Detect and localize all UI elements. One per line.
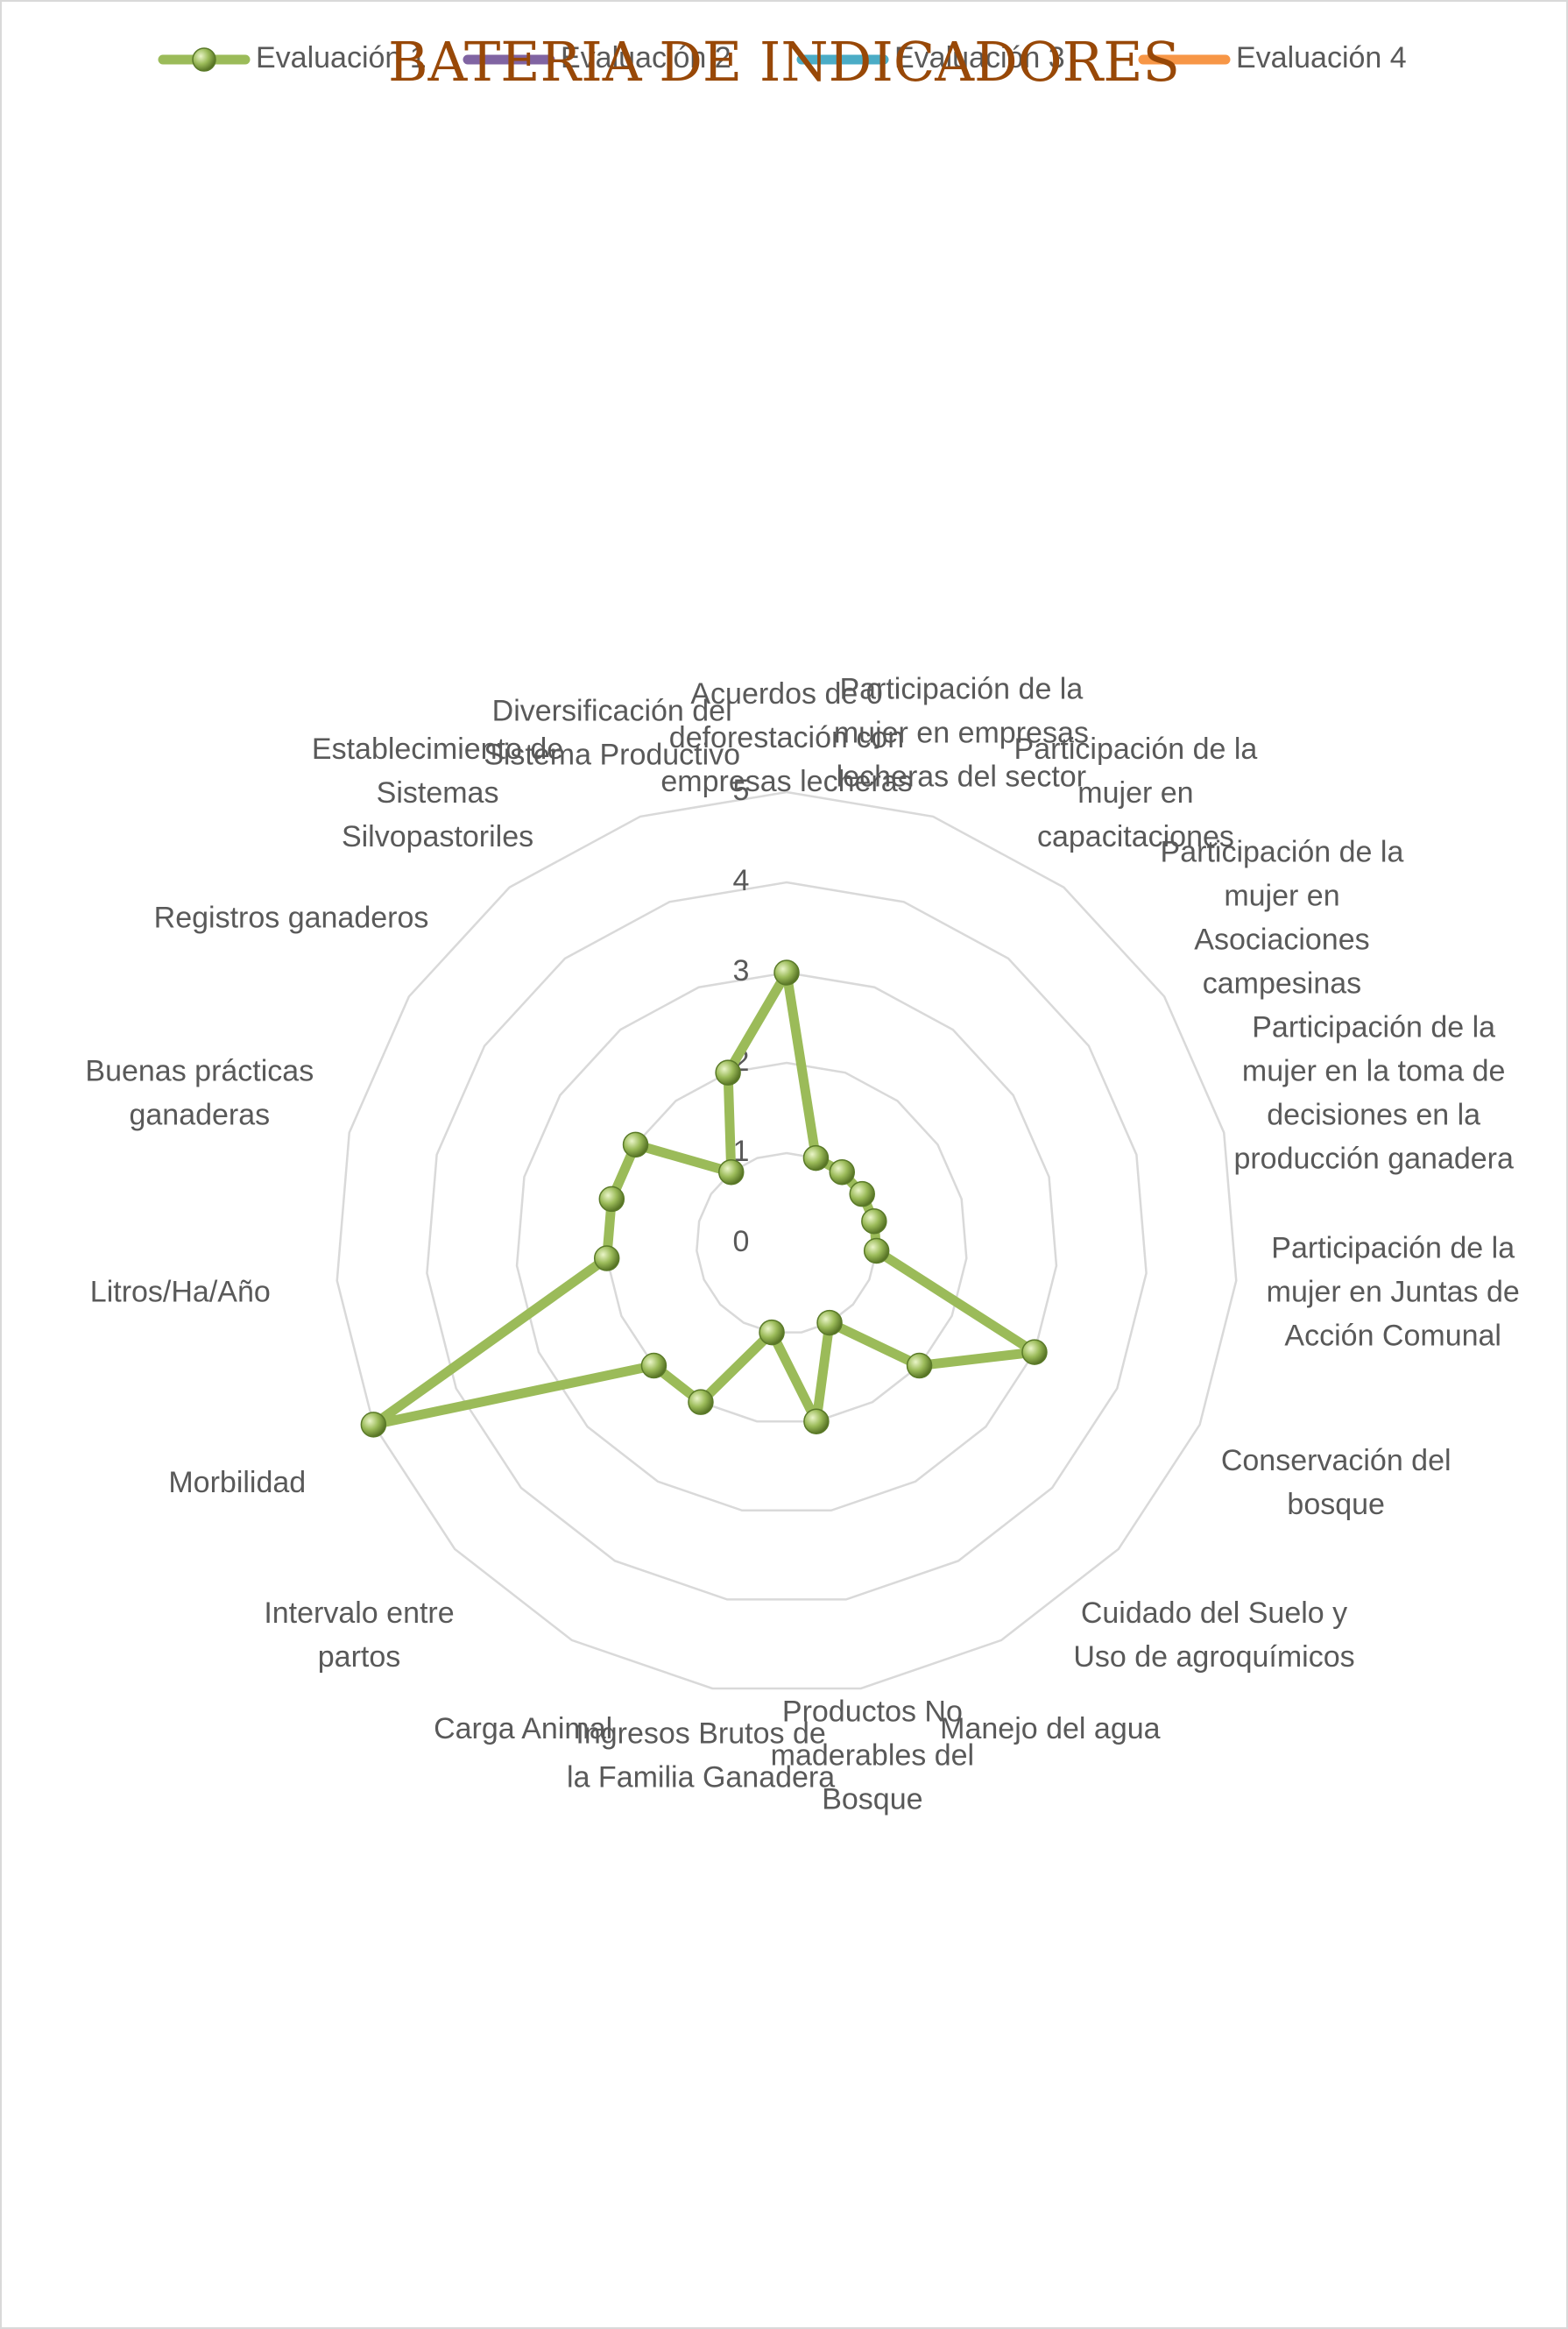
series-marker (906, 1352, 933, 1379)
legend-label: Evaluación 4 (1236, 41, 1407, 74)
series-marker (360, 1412, 387, 1438)
category-label: Conservación del bosque (1221, 1444, 1451, 1521)
category-label: Carga Animal (434, 1712, 612, 1745)
chart-title: BATERIA DE INDICADORES (388, 30, 1180, 94)
series-marker (803, 1408, 830, 1434)
category-label: Registros ganaderos (154, 902, 429, 935)
category-label: Participación de la mujer en Juntas de Acc… (1267, 1231, 1520, 1352)
category-label: Participación de la mujer en Asociaciones c… (1161, 836, 1404, 1001)
legend-marker (192, 47, 216, 72)
legend-label: Evaluación 3 (894, 41, 1065, 74)
legend-label: Evaluación 1 (256, 41, 427, 74)
category-label: Acuerdos de 0 deforestación con empresas l… (660, 677, 912, 798)
series-marker (688, 1389, 714, 1415)
legend: Evaluación 1 Evaluación 2 Evaluación 3 Eval… (158, 41, 1407, 74)
series-marker (715, 1059, 741, 1086)
series-marker (829, 1158, 856, 1186)
series-marker (622, 1131, 649, 1158)
grid-ring (335, 790, 1238, 1690)
series-marker (773, 959, 800, 986)
series-marker (593, 1245, 620, 1271)
r-tick-label: 5 (733, 774, 750, 807)
category-label: Manejo del agua (940, 1712, 1161, 1745)
series-marker (759, 1319, 785, 1346)
series-marker (861, 1207, 887, 1235)
series-marker (816, 1309, 843, 1336)
series-marker (863, 1237, 890, 1264)
category-label: Cuidado del Suelo y Uso de agroquímicos (1073, 1596, 1354, 1674)
category-label: Buenas prácticas ganaderas (85, 1054, 314, 1131)
category-label: Participación de la mujer en la toma de de… (1233, 1010, 1514, 1175)
category-label: Diversificación del Sistema Productivo (484, 694, 740, 771)
category-label: Productos No maderables del Bosque (771, 1695, 974, 1816)
series-marker (717, 1158, 745, 1186)
category-label: Ingresos Brutos de la Familia Ganadera (567, 1717, 835, 1795)
grid-ring (515, 971, 1058, 1512)
r-tick-label: 4 (733, 864, 750, 897)
series-marker (802, 1144, 830, 1172)
legend-label: Evaluación 2 (561, 41, 731, 74)
series-marker (1021, 1339, 1048, 1365)
series-marker (849, 1180, 875, 1207)
r-tick-label: 0 (733, 1225, 750, 1258)
category-label: Morbilidad (168, 1466, 306, 1499)
r-tick-label: 3 (733, 954, 750, 988)
grid-ring (426, 881, 1148, 1601)
category-label: Establecimiento de Sistemas Silvopastorile… (312, 733, 563, 853)
category-label: Intervalo entre partos (264, 1596, 454, 1674)
r-tick-label: 1 (733, 1135, 750, 1168)
category-label: Litros/Ha/Año (90, 1275, 271, 1308)
category-label: Participación de la mujer en capacitacione… (1014, 733, 1258, 853)
series-marker (640, 1352, 667, 1379)
category-label: Participación de la mujer en empresas lech… (834, 672, 1089, 793)
series-marker (598, 1186, 625, 1213)
